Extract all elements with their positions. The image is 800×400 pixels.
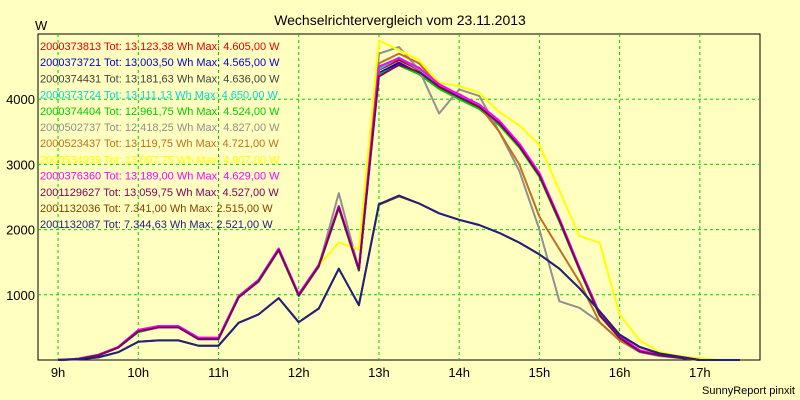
- legend-entry: 2001132036 Tot: 7.341,00 Wh Max: 2.515,0…: [40, 203, 273, 215]
- x-tick-label: 11h: [208, 365, 229, 380]
- chart-title: Wechselrichtervergleich vom 23.11.2013: [274, 12, 526, 28]
- legend-entry: 2001129627 Tot: 13.059,75 Wh Max: 4.527,…: [40, 187, 279, 199]
- footer-credit: SunnyReport pinxit: [702, 385, 795, 397]
- legend-entry: 2000523437 Tot: 13.119,75 Wh Max: 4.721,…: [40, 138, 279, 150]
- legend-entry: 2000534939 Tot: 13.097,75 Wh Max: 4.907,…: [40, 154, 280, 166]
- legend-entry: 2000374431 Tot: 13.181,63 Wh Max: 4.636,…: [40, 73, 280, 85]
- legend-entry: 2000376360 Tot: 13.189,00 Wh Max: 4.629,…: [40, 171, 280, 183]
- legend-entry: 2001132087 Tot: 7.344,63 Wh Max: 2.521,0…: [40, 219, 273, 231]
- legend-entry: 2000502737 Tot: 12.418,25 Wh Max: 4.827,…: [40, 122, 280, 134]
- y-tick-label: 1000: [6, 288, 35, 303]
- legend-entry: 2000373721 Tot: 13.003,50 Wh Max: 4.565,…: [40, 57, 280, 69]
- y-axis-label: W: [35, 18, 48, 33]
- legend-entry: 2000373813 Tot: 13.123,38 Wh Max: 4.605,…: [40, 41, 280, 53]
- tick-labels: 9h 10h 11h 12h 13h 14h 15h 16h 17h 1000 2000 3000 40…: [6, 92, 711, 380]
- x-tick-label: 13h: [368, 365, 390, 380]
- y-tick-label: 3000: [6, 157, 35, 172]
- x-tick-label: 17h: [689, 365, 711, 380]
- x-tick-label: 16h: [609, 365, 631, 380]
- x-tick-label: 14h: [448, 365, 470, 380]
- series-line-12: [58, 194, 740, 361]
- y-tick-label: 2000: [6, 223, 35, 238]
- series-line-10: [58, 63, 740, 361]
- y-tick-label: 4000: [6, 92, 35, 107]
- legend: 2000373813 Tot: 13.123,38 Wh Max: 4.605,…: [40, 41, 280, 231]
- series-line-9: [58, 57, 740, 361]
- series-lines: [58, 39, 740, 361]
- legend-entry: 2000374404 Tot: 12.961,75 Wh Max: 4.524,…: [40, 106, 280, 118]
- legend-entry: 2000373724 Tot: 13.111,13 Wh Max: 4.650,…: [40, 90, 279, 102]
- x-tick-label: 10h: [127, 365, 149, 380]
- x-tick-label: 9h: [51, 365, 65, 380]
- x-tick-label: 12h: [288, 365, 310, 380]
- grid: [38, 34, 760, 360]
- x-tick-label: 15h: [529, 365, 551, 380]
